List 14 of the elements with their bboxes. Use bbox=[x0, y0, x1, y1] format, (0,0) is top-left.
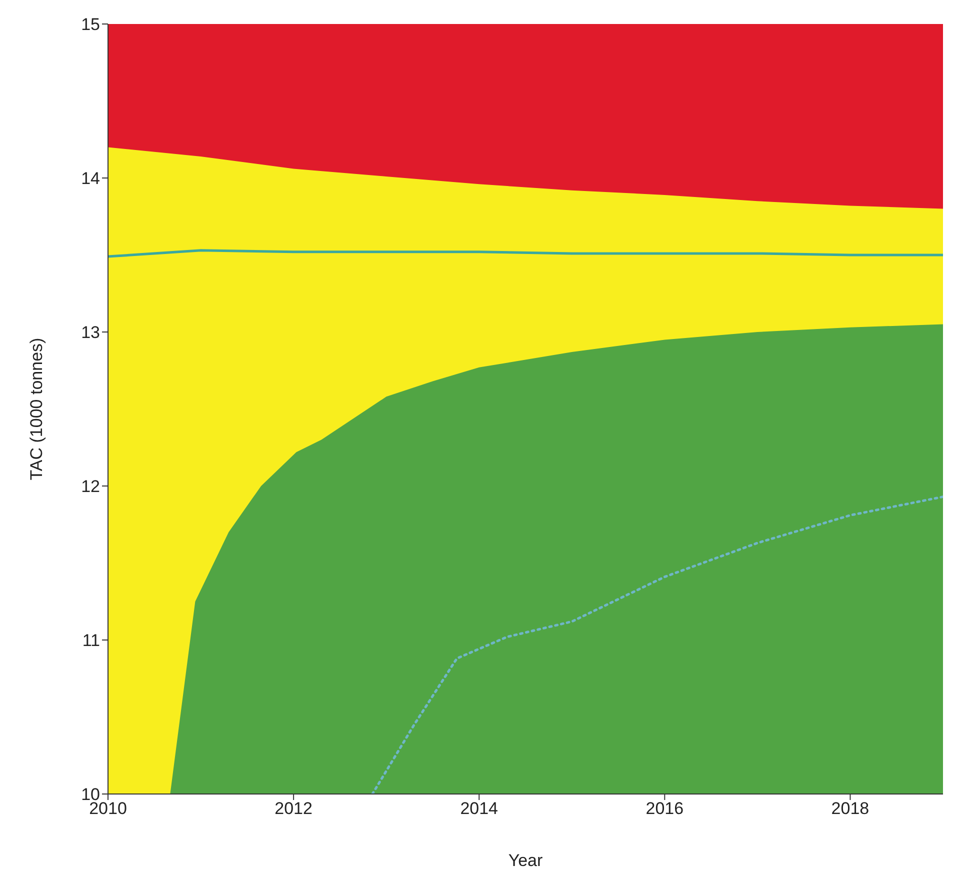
y-tick-label: 11 bbox=[82, 631, 100, 650]
y-axis-title: TAC (1000 tonnes) bbox=[27, 338, 46, 480]
line-series bbox=[108, 249, 943, 258]
x-tick-label: 2018 bbox=[831, 799, 870, 818]
x-tick-label: 2012 bbox=[274, 799, 312, 818]
x-tick-label: 2014 bbox=[460, 799, 498, 818]
y-tick-label: 15 bbox=[81, 15, 100, 34]
y-tick-label: 13 bbox=[81, 323, 100, 342]
x-axis-title: Year bbox=[508, 851, 544, 870]
y-tick-label: 14 bbox=[81, 169, 100, 188]
y-tick-label: 12 bbox=[81, 477, 100, 496]
line-series bbox=[371, 496, 943, 794]
x-tick-label: 2010 bbox=[89, 799, 127, 818]
x-tick-label: 2016 bbox=[646, 799, 684, 818]
